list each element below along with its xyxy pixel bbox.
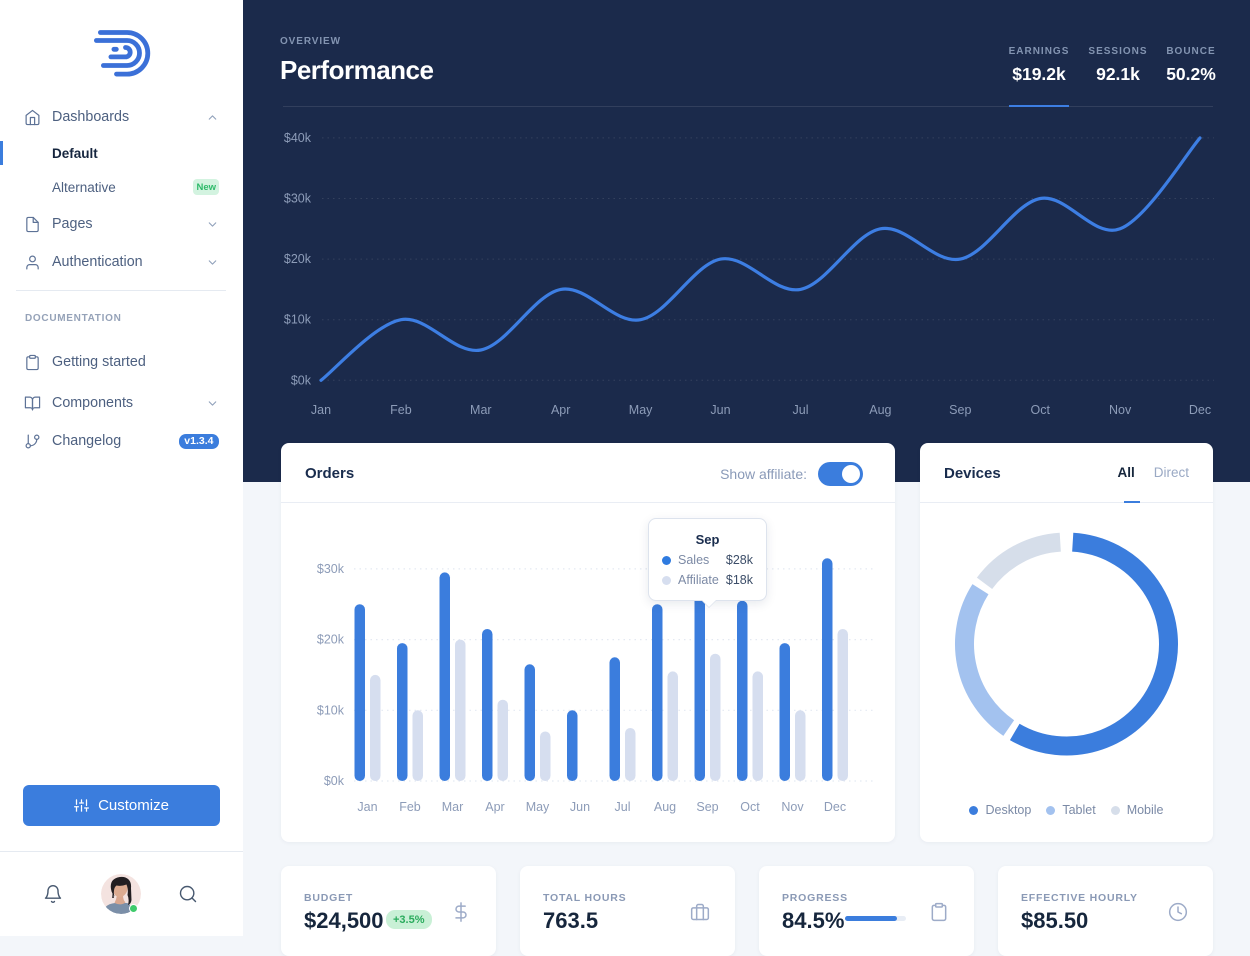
svg-text:Feb: Feb xyxy=(399,800,421,814)
svg-text:Apr: Apr xyxy=(485,800,504,814)
svg-text:Sep: Sep xyxy=(949,403,971,417)
svg-text:Apr: Apr xyxy=(551,403,570,417)
svg-text:May: May xyxy=(526,800,550,814)
svg-text:Oct: Oct xyxy=(740,800,760,814)
svg-text:$20k: $20k xyxy=(284,252,312,266)
svg-text:Aug: Aug xyxy=(654,800,676,814)
svg-text:May: May xyxy=(629,403,653,417)
svg-text:Dec: Dec xyxy=(824,800,846,814)
svg-text:Mar: Mar xyxy=(470,403,492,417)
svg-text:$10k: $10k xyxy=(317,703,345,717)
svg-text:$30k: $30k xyxy=(284,192,312,206)
svg-text:$10k: $10k xyxy=(284,313,312,327)
svg-text:Mar: Mar xyxy=(442,800,464,814)
svg-text:Jan: Jan xyxy=(357,800,377,814)
svg-text:Sep: Sep xyxy=(696,800,718,814)
svg-text:Jul: Jul xyxy=(615,800,631,814)
svg-text:Dec: Dec xyxy=(1189,403,1211,417)
svg-text:Jan: Jan xyxy=(311,403,331,417)
svg-text:$0k: $0k xyxy=(324,774,345,788)
svg-text:Feb: Feb xyxy=(390,403,412,417)
svg-text:Oct: Oct xyxy=(1030,403,1050,417)
svg-text:Nov: Nov xyxy=(1109,403,1132,417)
svg-text:Nov: Nov xyxy=(781,800,804,814)
svg-text:Jun: Jun xyxy=(570,800,590,814)
svg-text:$20k: $20k xyxy=(317,633,345,647)
svg-text:Jul: Jul xyxy=(793,403,809,417)
svg-text:$0k: $0k xyxy=(291,373,312,387)
svg-text:$40k: $40k xyxy=(284,131,312,145)
svg-text:$30k: $30k xyxy=(317,562,345,576)
svg-text:Jun: Jun xyxy=(710,403,730,417)
svg-text:Aug: Aug xyxy=(869,403,891,417)
